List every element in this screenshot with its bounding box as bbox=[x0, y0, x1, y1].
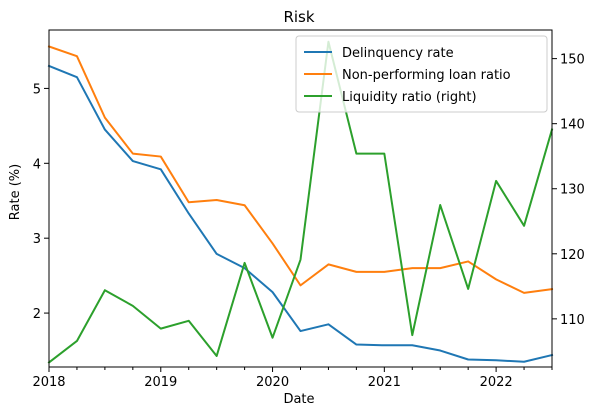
y-tick-label: 5 bbox=[33, 82, 41, 97]
y2-tick-label: 150 bbox=[560, 53, 585, 68]
x-tick-label: 2022 bbox=[480, 375, 513, 390]
legend: Delinquency rate Non-performing loan rati… bbox=[295, 35, 548, 113]
legend-label-1: Delinquency rate bbox=[342, 46, 454, 61]
legend-box bbox=[295, 35, 548, 113]
y2-tick-label: 130 bbox=[560, 183, 585, 198]
y-tick-label: 3 bbox=[33, 232, 41, 247]
y2-tick-label: 110 bbox=[560, 313, 585, 328]
x-tick-label: 2021 bbox=[368, 375, 401, 390]
y2-tick-label: 140 bbox=[560, 118, 585, 133]
x-tick-label: 2019 bbox=[144, 375, 177, 390]
y-tick-label: 4 bbox=[33, 157, 41, 172]
series-line-2 bbox=[47, 45, 554, 294]
x-tick-label: 2018 bbox=[32, 375, 65, 390]
y-tick-label: 2 bbox=[33, 307, 41, 322]
y-axis-label: Rate (%) bbox=[8, 164, 23, 220]
x-tick-label: 2020 bbox=[256, 375, 289, 390]
y2-tick-label: 120 bbox=[560, 248, 585, 263]
x-axis-label: Date bbox=[283, 392, 314, 407]
legend-label-2: Non-performing loan ratio bbox=[342, 68, 511, 83]
legend-label-3: Liquidity ratio (right) bbox=[342, 90, 477, 105]
series-line-3 bbox=[47, 40, 554, 364]
chart-title: Risk bbox=[283, 8, 314, 26]
plot-area: 2018 2019 2020 2021 2022 2 3 4 5 110 120 130 140 150 bbox=[32, 29, 585, 390]
series-line-1 bbox=[47, 64, 554, 363]
